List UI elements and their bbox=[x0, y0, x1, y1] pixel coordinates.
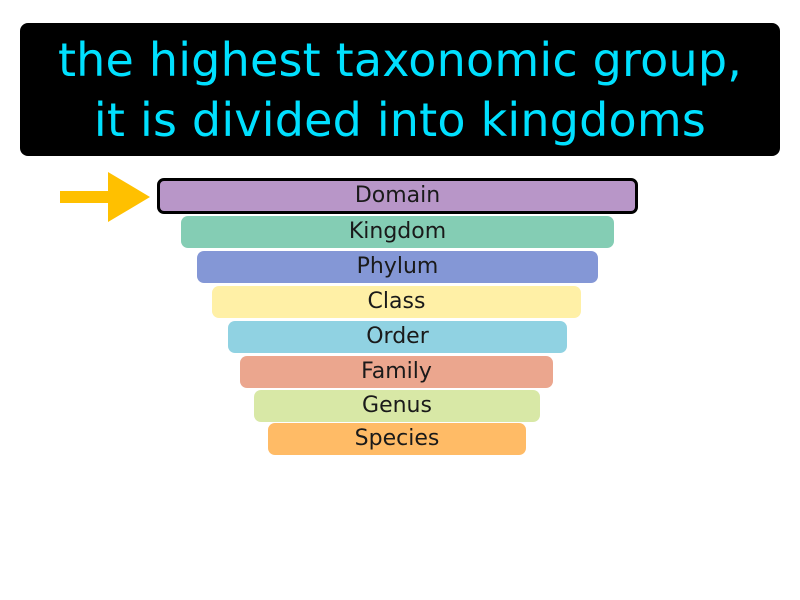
level-class: Class bbox=[212, 286, 581, 318]
level-label: Kingdom bbox=[348, 219, 447, 244]
level-label: Order bbox=[366, 324, 429, 349]
level-label: Species bbox=[354, 426, 440, 451]
level-order: Order bbox=[228, 321, 567, 353]
level-label: Genus bbox=[362, 393, 432, 418]
level-label: Phylum bbox=[356, 254, 439, 279]
level-phylum: Phylum bbox=[197, 251, 598, 283]
level-label: Family bbox=[361, 359, 432, 384]
level-genus: Genus bbox=[254, 390, 540, 422]
level-family: Family bbox=[240, 356, 553, 388]
level-label: Domain bbox=[354, 183, 441, 208]
level-domain: Domain bbox=[157, 178, 638, 214]
level-species: Species bbox=[268, 423, 526, 455]
level-label: Class bbox=[367, 289, 426, 314]
level-kingdom: Kingdom bbox=[181, 216, 614, 248]
arrow-right-icon bbox=[60, 172, 150, 222]
definition-line-1: the highest taxonomic group, bbox=[57, 32, 743, 87]
definition-box: the highest taxonomic group, it is divid… bbox=[20, 23, 780, 156]
definition-line-2: it is divided into kingdoms bbox=[93, 92, 707, 147]
